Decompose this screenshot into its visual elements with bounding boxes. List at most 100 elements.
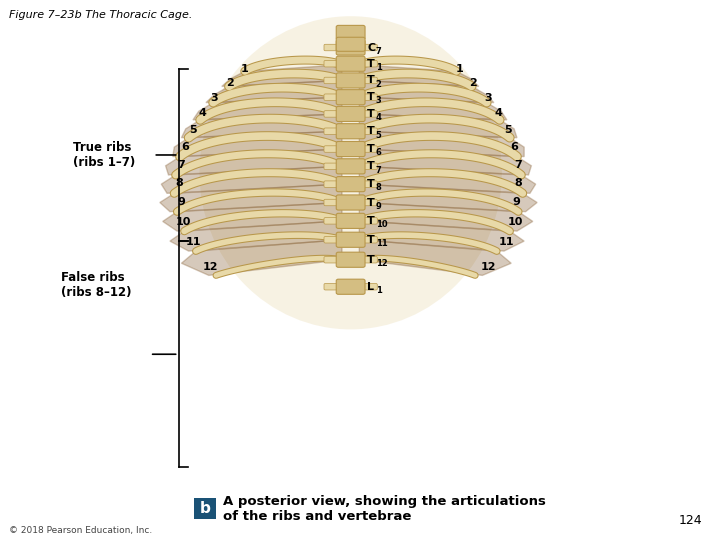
Text: 8: 8 [376, 184, 382, 192]
Text: 7: 7 [177, 160, 185, 170]
Text: b: b [199, 501, 211, 516]
FancyBboxPatch shape [324, 199, 340, 206]
FancyBboxPatch shape [324, 44, 340, 51]
FancyBboxPatch shape [324, 146, 340, 152]
Polygon shape [181, 114, 342, 138]
Text: 4: 4 [495, 109, 503, 118]
Text: A posterior view, showing the articulations
of the ribs and vertebrae: A posterior view, showing the articulati… [223, 495, 546, 523]
Text: T: T [367, 235, 375, 245]
Polygon shape [160, 184, 342, 212]
Text: 12: 12 [376, 259, 387, 268]
FancyBboxPatch shape [361, 111, 377, 117]
Text: 5: 5 [504, 125, 512, 134]
Text: 11: 11 [376, 239, 387, 248]
Polygon shape [359, 80, 494, 103]
Text: 4: 4 [199, 109, 207, 118]
FancyBboxPatch shape [194, 498, 216, 519]
Polygon shape [359, 184, 537, 212]
Polygon shape [359, 166, 536, 193]
FancyBboxPatch shape [361, 237, 377, 243]
Text: 1: 1 [376, 63, 382, 72]
Text: T: T [367, 126, 375, 136]
FancyBboxPatch shape [361, 146, 377, 152]
FancyBboxPatch shape [336, 159, 365, 174]
FancyBboxPatch shape [324, 77, 340, 84]
Text: 12: 12 [481, 262, 497, 272]
FancyBboxPatch shape [361, 77, 377, 84]
FancyBboxPatch shape [324, 237, 340, 243]
Text: 10: 10 [508, 217, 523, 227]
FancyBboxPatch shape [324, 284, 340, 290]
FancyBboxPatch shape [336, 141, 365, 157]
FancyBboxPatch shape [336, 25, 365, 39]
FancyBboxPatch shape [336, 232, 365, 247]
FancyBboxPatch shape [336, 73, 365, 88]
FancyBboxPatch shape [336, 124, 365, 139]
Text: 7: 7 [376, 47, 382, 56]
FancyBboxPatch shape [336, 37, 365, 51]
Text: T: T [367, 76, 375, 85]
FancyBboxPatch shape [361, 94, 377, 100]
Polygon shape [359, 131, 524, 157]
Text: T: T [367, 255, 375, 265]
Text: 1: 1 [376, 286, 382, 295]
FancyBboxPatch shape [361, 218, 377, 224]
Text: 4: 4 [376, 113, 382, 122]
Polygon shape [161, 166, 342, 193]
Text: 9: 9 [177, 197, 185, 207]
FancyBboxPatch shape [336, 252, 365, 267]
Polygon shape [193, 97, 342, 120]
FancyBboxPatch shape [336, 195, 365, 210]
Text: 9: 9 [376, 202, 382, 211]
Text: 2: 2 [469, 78, 477, 88]
Text: 8: 8 [176, 178, 184, 188]
FancyBboxPatch shape [324, 218, 340, 224]
Polygon shape [359, 114, 517, 138]
Text: 12: 12 [202, 262, 218, 272]
Text: T: T [367, 92, 375, 102]
Text: 3: 3 [210, 93, 218, 103]
Text: 10: 10 [176, 217, 191, 227]
Polygon shape [173, 131, 342, 157]
Text: 1: 1 [456, 64, 464, 73]
Text: T: T [367, 179, 375, 189]
FancyBboxPatch shape [336, 90, 365, 105]
FancyBboxPatch shape [336, 40, 365, 55]
Text: 3: 3 [485, 93, 492, 103]
Text: True ribs
(ribs 1–7): True ribs (ribs 1–7) [73, 141, 135, 169]
Text: L: L [367, 282, 374, 292]
Polygon shape [206, 80, 342, 103]
Text: 124: 124 [678, 514, 702, 526]
Text: 5: 5 [189, 125, 197, 134]
FancyBboxPatch shape [324, 94, 340, 100]
Polygon shape [359, 65, 479, 86]
FancyBboxPatch shape [361, 199, 377, 206]
Text: 7: 7 [514, 160, 522, 170]
Text: 11: 11 [185, 238, 201, 247]
Text: 5: 5 [376, 131, 382, 139]
FancyBboxPatch shape [336, 177, 365, 192]
Polygon shape [359, 97, 507, 120]
Ellipse shape [199, 16, 502, 329]
FancyBboxPatch shape [336, 56, 365, 71]
FancyBboxPatch shape [336, 106, 365, 122]
FancyBboxPatch shape [361, 181, 377, 187]
Text: 10: 10 [376, 220, 387, 229]
Polygon shape [359, 221, 524, 251]
FancyBboxPatch shape [361, 163, 377, 170]
Polygon shape [359, 202, 533, 231]
Polygon shape [163, 202, 342, 231]
Polygon shape [359, 149, 531, 175]
Text: 1: 1 [240, 64, 248, 73]
Text: © 2018 Pearson Education, Inc.: © 2018 Pearson Education, Inc. [9, 525, 153, 535]
FancyBboxPatch shape [361, 256, 377, 263]
Text: False ribs
(ribs 8–12): False ribs (ribs 8–12) [61, 271, 132, 299]
FancyBboxPatch shape [324, 256, 340, 263]
Text: T: T [367, 216, 375, 226]
Text: 6: 6 [376, 148, 382, 157]
Text: 11: 11 [498, 238, 514, 247]
Text: 2: 2 [376, 80, 382, 89]
Text: T: T [367, 109, 375, 119]
Polygon shape [222, 65, 342, 86]
Text: 7: 7 [376, 166, 382, 174]
